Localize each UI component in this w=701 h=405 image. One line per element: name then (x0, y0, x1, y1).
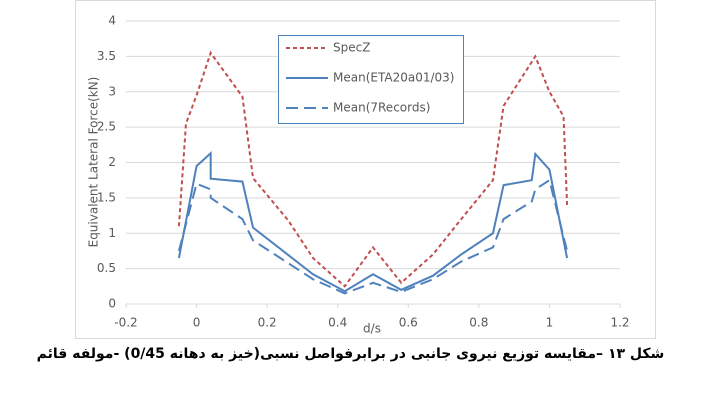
y-tick-label: 3 (108, 84, 116, 98)
y-axis-label: Equivalent Lateral Force(kN) (87, 77, 101, 248)
x-tick-label: 0.6 (399, 316, 418, 330)
y-tick-label: 0.5 (97, 261, 116, 275)
x-tick-label: 0.2 (258, 316, 277, 330)
chart: d/s Equivalent Lateral Force(kN) 0 0.5 1 1.… (75, 0, 656, 339)
y-tick-label: 2.5 (97, 120, 116, 134)
legend-label: Mean(7Records) (333, 101, 430, 115)
y-tick-label: 1.5 (97, 190, 116, 204)
y-tick-label: 2 (108, 155, 116, 169)
caption: شکل ۱۳ –مقایسه توزیع نیروی جانبی در براب… (36, 346, 665, 362)
x-tick-label: 0 (193, 316, 201, 330)
legend-label: SpecZ (333, 41, 370, 55)
series-line (177, 178, 569, 295)
y-tick-label: 1 (108, 226, 116, 240)
x-tick-label: 0.4 (328, 316, 347, 330)
x-tick-label: 0.8 (469, 316, 488, 330)
y-tick-label: 4 (108, 14, 116, 28)
series-line (177, 151, 569, 293)
x-tick-label: 1 (546, 316, 554, 330)
y-tick-label: 3.5 (97, 49, 116, 63)
x-tick-label: -0.2 (114, 316, 137, 330)
y-tick-label: 0 (108, 297, 116, 311)
legend-label: Mean(ETA20a01/03) (333, 71, 454, 85)
x-axis-label: d/s (363, 322, 381, 336)
x-tick-label: 1.2 (610, 316, 629, 330)
series-line (177, 50, 569, 288)
